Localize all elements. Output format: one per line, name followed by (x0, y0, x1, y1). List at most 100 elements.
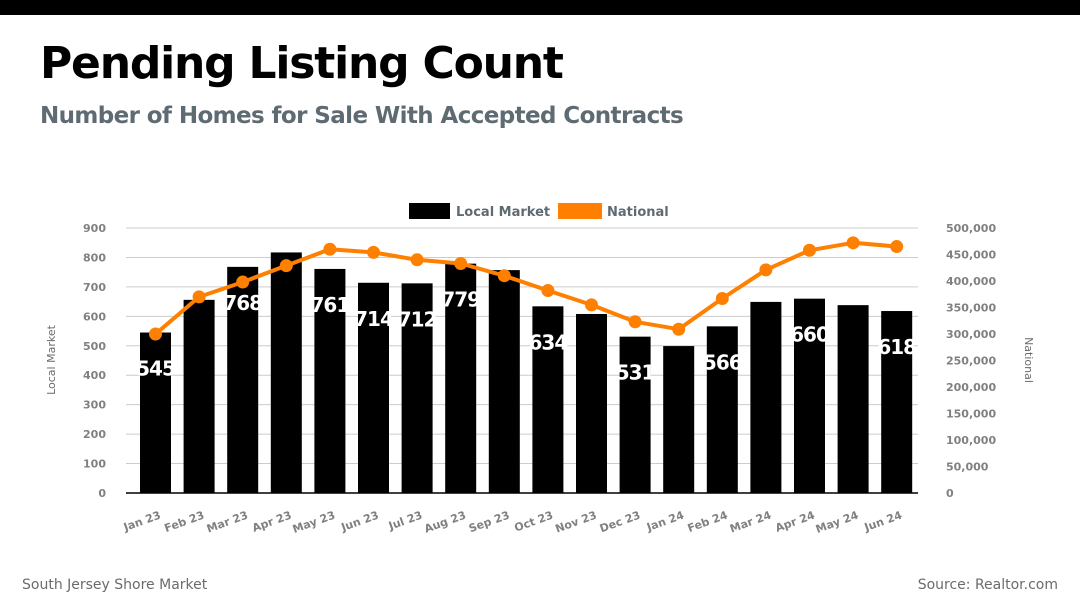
legend-label-local-market: Local Market (456, 205, 550, 220)
x-tick-label: Nov 23 (554, 509, 599, 536)
legend: Local Market National (409, 203, 669, 220)
x-tick-label: May 24 (814, 508, 860, 535)
page-subtitle: Number of Homes for Sale With Accepted C… (40, 103, 684, 129)
left-tick-label: 800 (83, 251, 106, 264)
bar-local-market (358, 282, 389, 493)
right-tick-label: 100,000 (946, 434, 996, 447)
left-tick-label: 0 (98, 487, 106, 500)
legend-swatch-local-market (409, 203, 450, 219)
x-tick-label: Mar 24 (728, 508, 773, 535)
bar-local-market (837, 305, 869, 493)
bar-local-market (401, 283, 433, 493)
bar-local-market (619, 336, 651, 493)
x-tick-label: Jun 24 (862, 508, 904, 534)
bar-data-label: 712 (398, 307, 437, 331)
bar-local-market (881, 311, 913, 493)
national-point (846, 236, 860, 250)
bar-data-label: 634 (529, 330, 568, 354)
bar-local-market (140, 332, 171, 493)
national-point (367, 245, 380, 259)
right-axis-title: National (1022, 337, 1035, 383)
right-tick-label: 250,000 (946, 355, 996, 368)
bar-data-label: 618 (877, 335, 916, 359)
left-axis-title: Local Market (45, 324, 58, 395)
x-tick-label: Aug 23 (423, 509, 468, 536)
page-title: Pending Listing Count (40, 38, 564, 89)
bar-local-market (532, 306, 564, 493)
legend-label-national: National (607, 205, 669, 220)
right-axis-ticks: 0 50,000 100,000 150,000 200,000 250,000 300,0… (946, 222, 996, 500)
x-tick-label: Jan 23 (121, 509, 163, 535)
right-tick-label: 150,000 (946, 408, 996, 421)
left-tick-label: 300 (83, 399, 106, 412)
national-line (154, 240, 897, 336)
x-tick-label: Jun 23 (339, 509, 381, 535)
national-point (410, 253, 424, 267)
left-tick-label: 200 (83, 428, 106, 441)
legend-swatch-national (558, 203, 602, 219)
x-tick-label: Feb 24 (686, 508, 730, 535)
bar-data-label: 660 (790, 323, 829, 347)
top-bar (0, 0, 1080, 15)
right-tick-label: 350,000 (946, 302, 996, 315)
bar-local-market (227, 266, 259, 493)
left-tick-label: 400 (83, 369, 106, 382)
right-tick-label: 0 (946, 487, 954, 500)
right-tick-label: 500,000 (946, 222, 996, 235)
footer-source: Source: Realtor.com (917, 577, 1058, 593)
right-tick-label: 400,000 (946, 275, 996, 288)
national-point (759, 263, 773, 277)
national-point (890, 240, 904, 254)
national-point (715, 291, 729, 305)
national-point (585, 298, 598, 312)
national-point (541, 284, 555, 298)
bar-local-market (750, 301, 782, 493)
footer-market-name: South Jersey Shore Market (22, 577, 208, 593)
national-point (497, 269, 511, 283)
bar-data-label: 566 (703, 350, 742, 374)
national-line-series (149, 236, 904, 341)
national-point (803, 243, 816, 257)
right-tick-label: 200,000 (946, 381, 996, 394)
x-tick-label: Sep 23 (467, 509, 511, 536)
national-point (279, 259, 293, 273)
x-tick-label: Mar 23 (205, 509, 250, 536)
x-tick-label: Feb 23 (163, 509, 206, 535)
right-tick-label: 300,000 (946, 328, 996, 341)
bar-local-market (445, 263, 477, 493)
left-tick-label: 500 (83, 340, 106, 353)
right-tick-label: 50,000 (946, 461, 989, 474)
x-tick-label: Dec 23 (598, 509, 642, 536)
right-tick-label: 450,000 (946, 249, 996, 262)
x-tick-label: Jan 24 (644, 508, 686, 534)
bar-local-market (270, 252, 302, 493)
bar-data-label: 714 (354, 307, 393, 331)
left-tick-label: 100 (83, 458, 106, 471)
national-point (628, 315, 642, 329)
national-point (672, 322, 686, 336)
left-tick-label: 900 (83, 222, 106, 235)
left-tick-label: 700 (83, 281, 106, 294)
x-tick-label: Jul 23 (386, 509, 424, 533)
x-tick-label: May 23 (291, 509, 337, 536)
bar-data-label: 779 (441, 288, 480, 312)
x-tick-label: Apr 23 (250, 509, 293, 535)
x-tick-label: Oct 23 (513, 509, 555, 535)
bar-local-market (183, 299, 215, 493)
left-tick-label: 600 (83, 310, 106, 323)
national-point (236, 275, 250, 289)
bar-local-market (706, 326, 738, 493)
bar-data-label: 768 (223, 291, 262, 315)
national-point (149, 327, 162, 341)
bar-data-label: 761 (311, 293, 350, 317)
left-axis-ticks: 0 100 200 300 400 500 600 700 800 900 (83, 222, 106, 500)
local-market-bars (140, 252, 913, 493)
bar-local-market (663, 346, 695, 493)
bar-local-market (794, 298, 825, 493)
national-point (192, 290, 206, 304)
bar-data-label: 531 (616, 361, 655, 385)
national-point (454, 257, 468, 271)
